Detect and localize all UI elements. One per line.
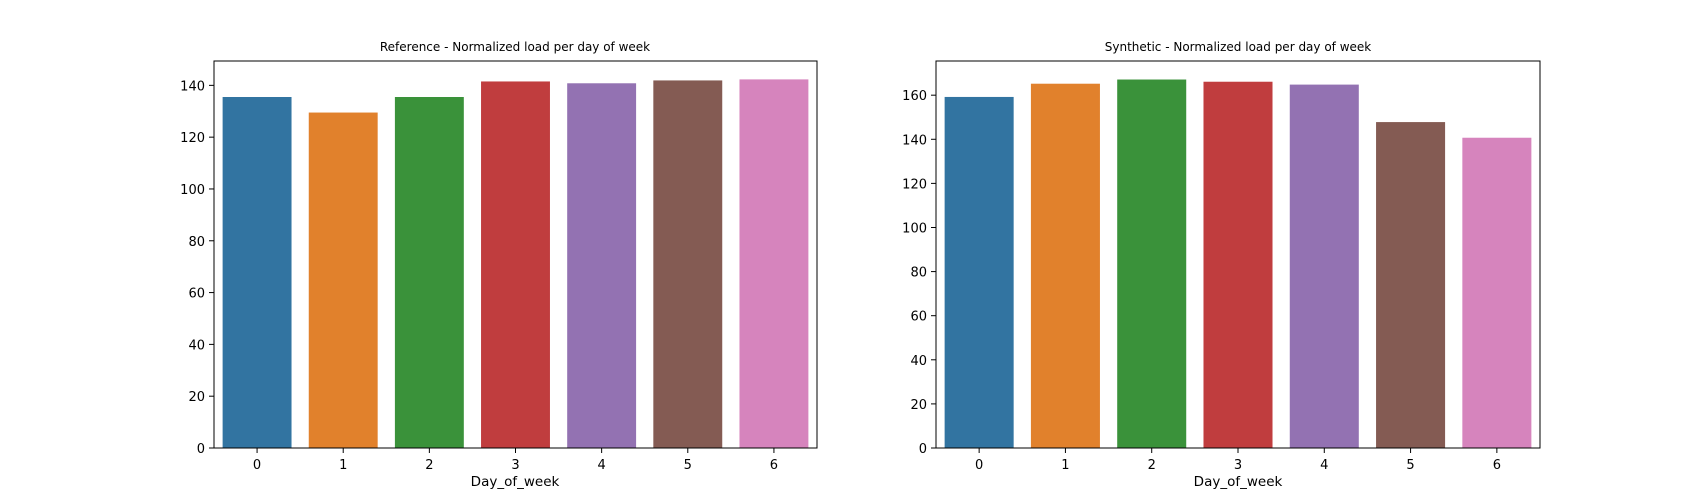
y-tick-label: 40 bbox=[910, 354, 927, 369]
bar-day-4 bbox=[1289, 84, 1359, 448]
y-tick-label: 80 bbox=[910, 266, 927, 281]
bar-group bbox=[222, 79, 809, 449]
bar-day-6 bbox=[739, 79, 809, 448]
bar-day-0 bbox=[222, 97, 292, 448]
y-tick-label: 100 bbox=[180, 183, 205, 198]
x-axis-label: Day_of_week bbox=[1194, 474, 1283, 490]
y-tick-label: 140 bbox=[902, 133, 927, 148]
y-tick-label: 20 bbox=[910, 398, 927, 413]
bar-day-1 bbox=[308, 112, 378, 449]
chart-title: Synthetic - Normalized load per day of w… bbox=[1105, 40, 1372, 54]
y-tick-label: 60 bbox=[910, 310, 927, 325]
chart-title: Reference - Normalized load per day of w… bbox=[380, 40, 650, 54]
y-tick-label: 0 bbox=[919, 442, 927, 457]
reference-chart: Reference - Normalized load per day of w… bbox=[180, 40, 818, 490]
y-tick-label: 100 bbox=[902, 221, 927, 236]
x-tick-label: 3 bbox=[511, 458, 519, 473]
bar-day-5 bbox=[653, 80, 723, 449]
x-tick-label: 2 bbox=[1148, 458, 1156, 473]
x-tick-label: 2 bbox=[425, 458, 433, 473]
x-axis: 0 1 2 3 4 5 6 bbox=[253, 448, 778, 473]
bar-day-6 bbox=[1462, 137, 1532, 448]
y-axis: 0 20 40 60 80 100 120 140 bbox=[180, 79, 214, 457]
y-tick-label: 40 bbox=[188, 338, 205, 353]
bar-day-4 bbox=[567, 83, 637, 449]
x-tick-label: 3 bbox=[1234, 458, 1242, 473]
synthetic-chart: Synthetic - Normalized load per day of w… bbox=[902, 40, 1541, 490]
x-tick-label: 6 bbox=[1493, 458, 1501, 473]
x-tick-label: 1 bbox=[339, 458, 347, 473]
bar-day-1 bbox=[1030, 83, 1100, 448]
x-tick-label: 1 bbox=[1061, 458, 1069, 473]
x-axis: 0 1 2 3 4 5 6 bbox=[975, 448, 1501, 473]
y-tick-label: 0 bbox=[197, 442, 205, 457]
x-tick-label: 5 bbox=[684, 458, 692, 473]
bar-day-3 bbox=[1203, 81, 1273, 448]
bar-day-2 bbox=[1117, 79, 1187, 449]
y-tick-label: 160 bbox=[902, 89, 927, 104]
y-tick-label: 120 bbox=[902, 177, 927, 192]
x-tick-label: 6 bbox=[770, 458, 778, 473]
x-tick-label: 4 bbox=[598, 458, 606, 473]
plot-frame bbox=[213, 60, 818, 449]
bar-group bbox=[944, 79, 1532, 449]
bar-day-0 bbox=[944, 96, 1014, 448]
x-tick-label: 5 bbox=[1406, 458, 1414, 473]
x-axis-label: Day_of_week bbox=[471, 474, 560, 490]
x-tick-label: 4 bbox=[1320, 458, 1328, 473]
plot-frame bbox=[935, 60, 1541, 449]
y-tick-label: 80 bbox=[188, 235, 205, 250]
y-tick-label: 140 bbox=[180, 79, 205, 94]
y-axis: 0 20 40 60 80 100 120 140 160 bbox=[902, 89, 936, 457]
y-tick-label: 120 bbox=[180, 131, 205, 146]
x-tick-label: 0 bbox=[975, 458, 983, 473]
y-tick-label: 60 bbox=[188, 287, 205, 302]
bar-day-2 bbox=[394, 97, 464, 448]
x-tick-label: 0 bbox=[253, 458, 261, 473]
bar-day-3 bbox=[481, 81, 550, 448]
bar-day-5 bbox=[1376, 122, 1446, 448]
y-tick-label: 20 bbox=[188, 390, 205, 405]
